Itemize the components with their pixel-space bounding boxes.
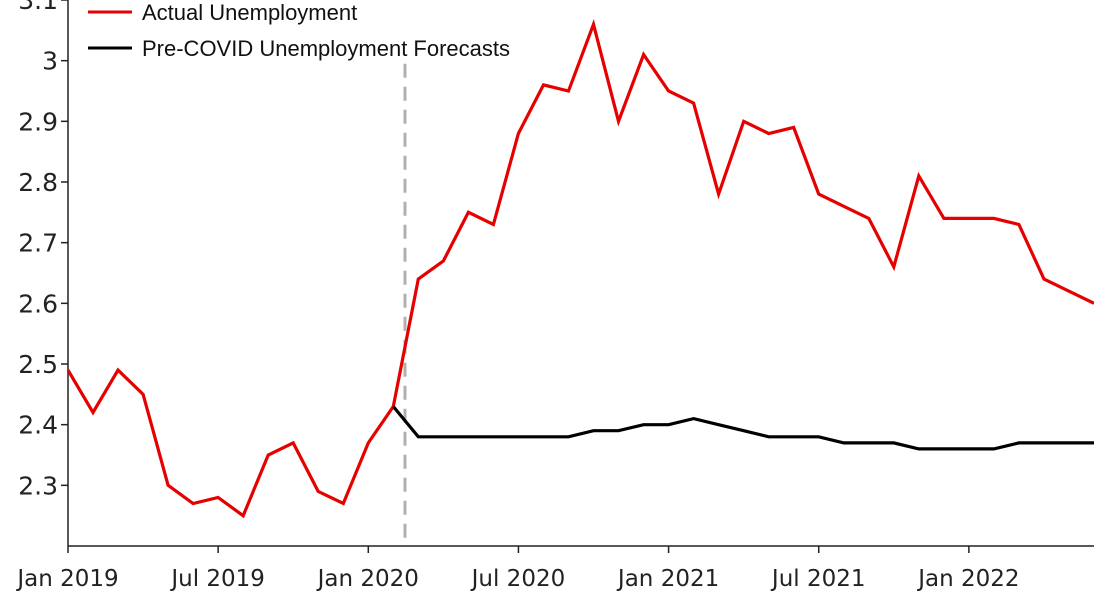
- legend-label-forecast: Pre-COVID Unemployment Forecasts: [142, 36, 510, 61]
- series-line-forecast: [392, 405, 1094, 451]
- legend-label-actual: Actual Unemployment: [142, 0, 357, 25]
- x-tick-label: Jul 2021: [770, 566, 866, 592]
- series-line-actual: [66, 18, 1094, 519]
- x-tick-label: Jan 2021: [616, 566, 719, 592]
- y-tick-label: 2.6: [18, 289, 58, 318]
- y-tick-label: 2.4: [18, 411, 58, 440]
- y-tick-label: 2.9: [18, 107, 58, 136]
- y-tick-label: 2.7: [18, 229, 58, 258]
- y-tick-label: 3: [42, 47, 58, 76]
- y-tick-label: 2.5: [18, 350, 58, 379]
- y-tick-label: 2.3: [18, 471, 58, 500]
- x-tick-label: Jan 2022: [916, 566, 1019, 592]
- x-tick-label: Jan 2020: [316, 566, 419, 592]
- series-layer: [66, 18, 1094, 519]
- x-tick-label: Jul 2019: [169, 566, 265, 592]
- y-tick-label: 3.1: [18, 0, 58, 15]
- y-tick-label: 2.8: [18, 168, 58, 197]
- axes: 2.3 2.4 2.5 2.6 2.7 2.8 2.9 3 3.1 Jan 2019 Jul 201…: [15, 0, 1094, 592]
- legend: Actual Unemployment Pre-COVID Unemployme…: [88, 0, 510, 61]
- x-tick-label: Jul 2020: [470, 566, 566, 592]
- x-tick-label: Jan 2019: [15, 566, 118, 592]
